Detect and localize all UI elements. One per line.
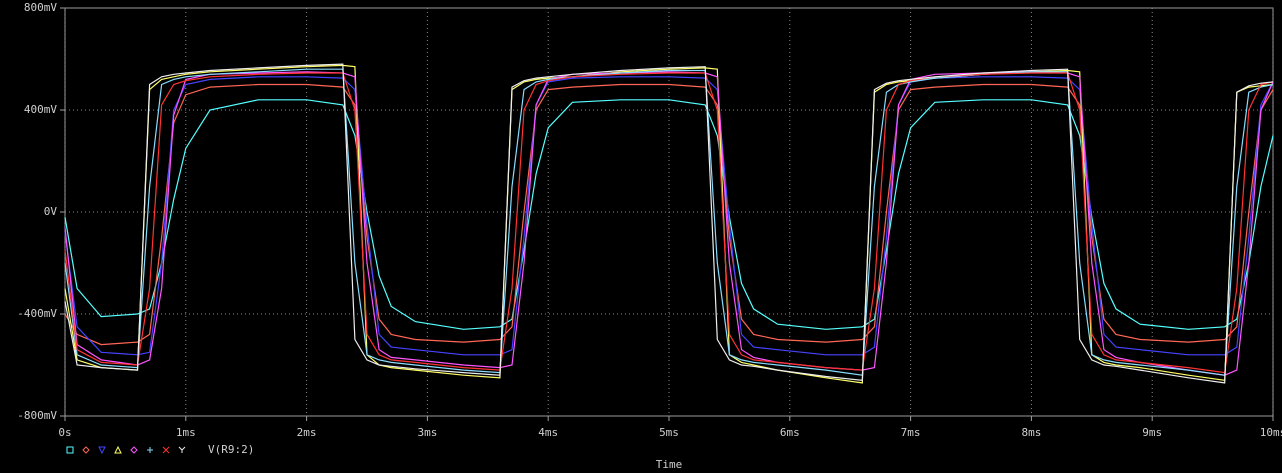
x-tick-label: 10ms [1260,426,1282,439]
legend-marker [147,447,153,453]
x-tick-label: 9ms [1142,426,1162,439]
legend-marker [98,446,106,455]
y-tick-label: 400mV [24,103,57,116]
legend-marker [178,446,186,453]
trace-label: V(R9:2) [208,443,254,456]
x-tick-label: 2ms [297,426,317,439]
trace [64,63,1274,384]
y-tick-label: 800mV [24,1,57,14]
legend-marker [162,446,170,454]
x-tick-label: 6ms [780,426,800,439]
trace [64,99,1274,330]
x-tick-label: 3ms [417,426,437,439]
x-tick-label: 5ms [659,426,679,439]
y-tick-label: -800mV [17,409,57,422]
legend-marker [66,446,74,454]
x-tick-label: 7ms [901,426,921,439]
x-tick-label: 4ms [538,426,558,439]
legend-marker [130,446,138,454]
y-tick-label: -400mV [17,307,57,320]
x-axis-label: Time [656,458,683,471]
x-tick-label: 0s [58,426,71,439]
legend-marker [114,445,122,454]
x-tick-label: 8ms [1021,426,1041,439]
x-tick-label: 1ms [176,426,196,439]
y-tick-label: 0V [44,205,58,218]
legend-marker [82,446,90,454]
